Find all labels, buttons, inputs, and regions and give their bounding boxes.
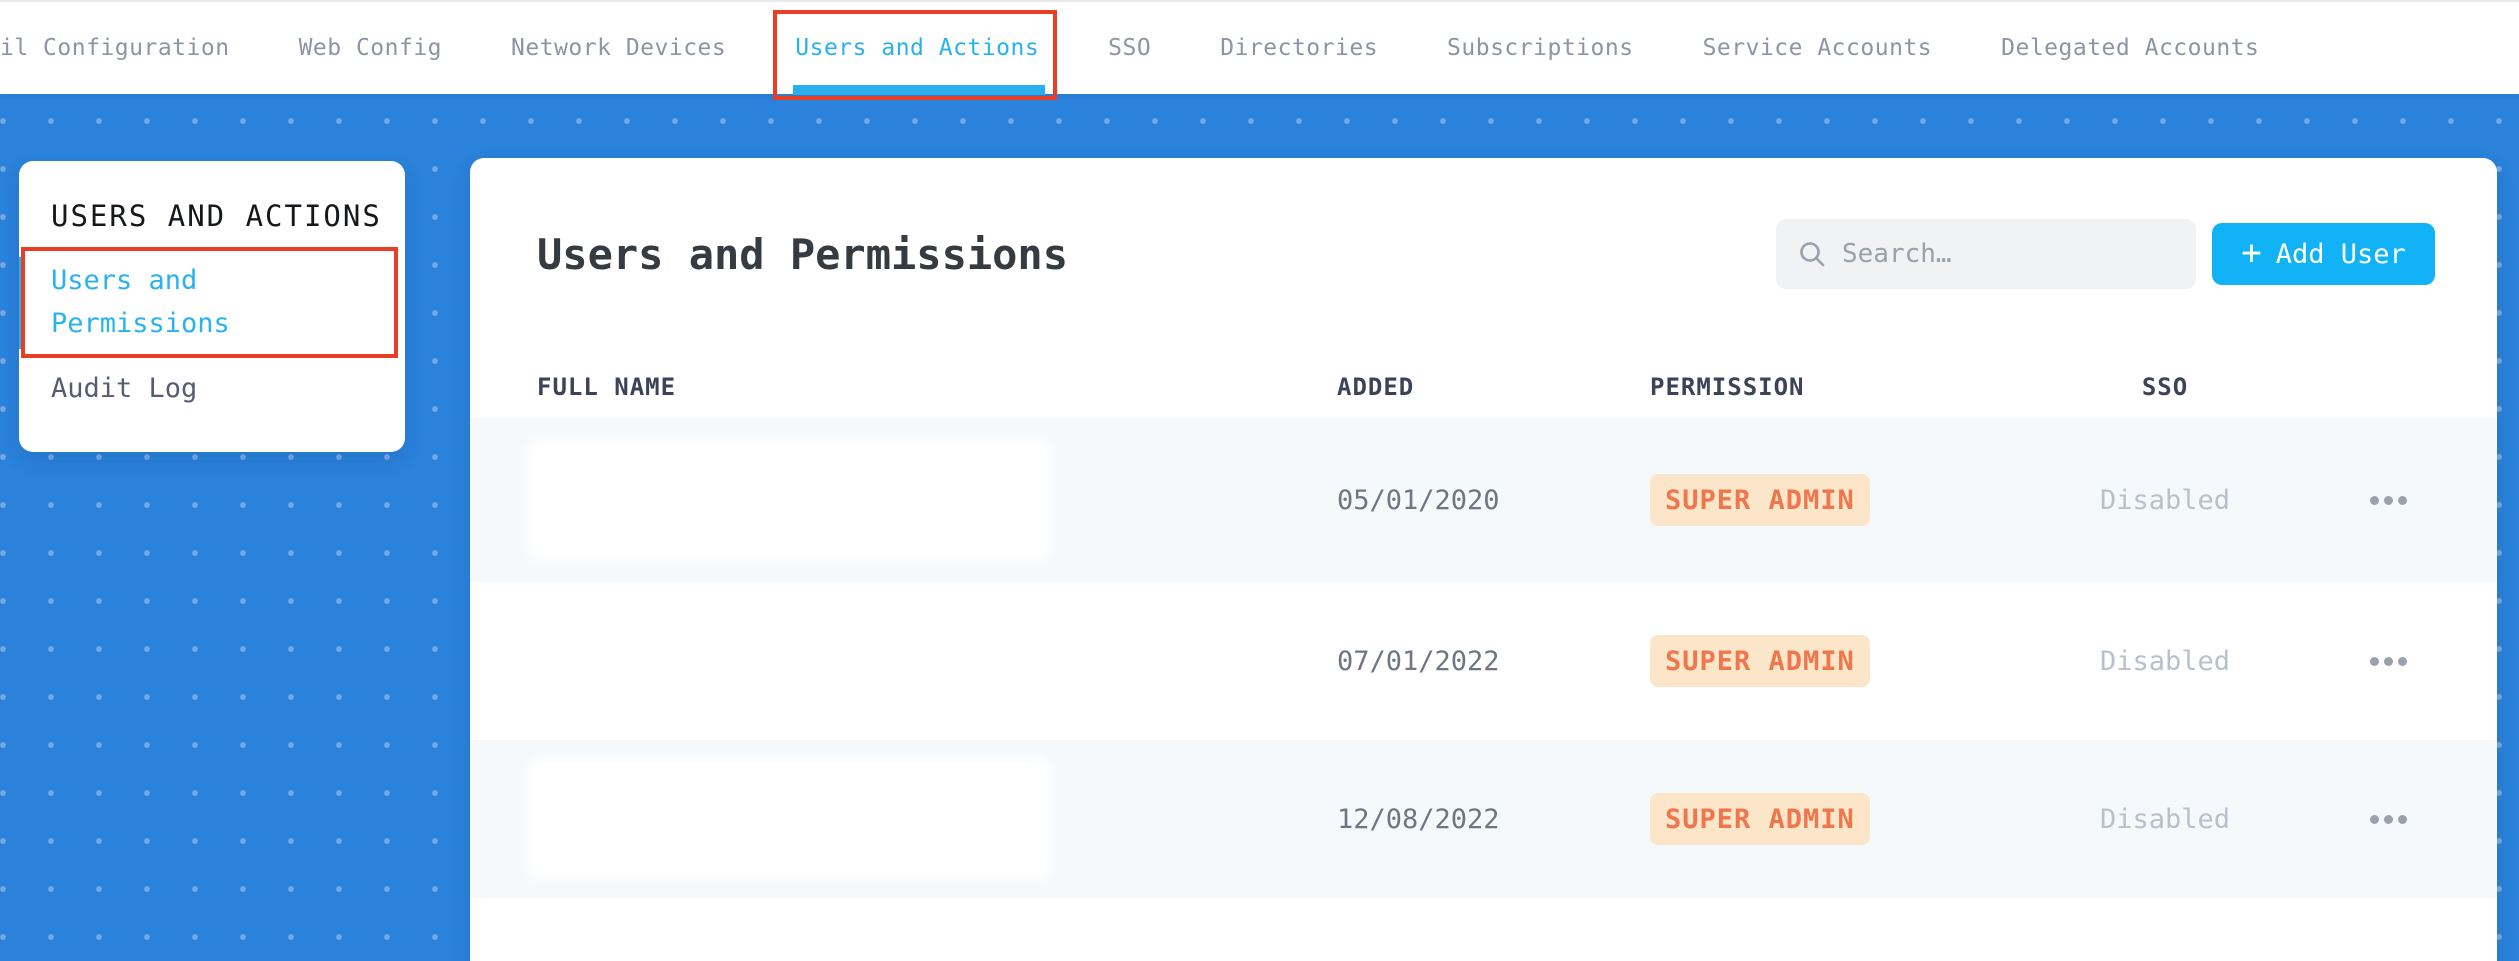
tab-label: Directories (1220, 35, 1379, 61)
added-cell: 05/01/2020 (1337, 484, 1500, 516)
more-options-icon (2398, 656, 2407, 666)
main-header: Users and Permissions + Add User (537, 214, 2435, 294)
permission-badge: SUPER ADMIN (1650, 793, 1870, 845)
added-cell: 12/08/2022 (1337, 803, 1500, 835)
search-icon (1800, 242, 1825, 267)
more-options-icon (2370, 495, 2379, 505)
permission-badge: SUPER ADMIN (1650, 635, 1870, 687)
column-header-added: ADDED (1337, 373, 1415, 401)
tab-label: Web Config (298, 35, 443, 61)
main-panel: Users and Permissions + Add User FULL NA… (470, 158, 2497, 961)
row-menu-button[interactable] (2360, 486, 2417, 515)
table-row[interactable]: 07/01/2022 SUPER ADMIN Disabled (470, 582, 2497, 740)
row-menu-button[interactable] (2360, 647, 2417, 676)
permission-badge: SUPER ADMIN (1650, 474, 1870, 526)
redacted-name (533, 606, 1046, 716)
tab-web-config[interactable]: Web Config (299, 2, 442, 94)
column-header-permission: PERMISSION (1650, 373, 1805, 401)
tab-bar: il Configuration Web Config Network Devi… (0, 2, 2259, 100)
permission-cell: SUPER ADMIN (1650, 793, 2050, 845)
more-options-icon (2370, 814, 2379, 824)
tab-label: Users and Actions (795, 35, 1040, 61)
tab-label: Network Devices (511, 35, 727, 61)
add-user-button[interactable]: + Add User (2212, 223, 2435, 285)
search-box (1776, 219, 2196, 289)
tab-label: il Configuration (0, 35, 230, 61)
table-row[interactable]: 05/01/2020 SUPER ADMIN Disabled (470, 418, 2497, 582)
redacted-name (533, 764, 1046, 874)
sidebar-item-users-and-permissions[interactable]: Users and Permissions (51, 259, 351, 345)
more-options-icon (2370, 656, 2379, 666)
more-options-icon (2384, 656, 2393, 666)
top-nav: il Configuration Web Config Network Devi… (0, 0, 2519, 100)
search-input[interactable] (1842, 239, 2176, 269)
tab-label: Service Accounts (1702, 35, 1933, 61)
tab-label: Delegated Accounts (2001, 35, 2260, 61)
sidebar-title: USERS AND ACTIONS (51, 199, 382, 233)
row-menu-button[interactable] (2360, 805, 2417, 834)
more-options-icon (2398, 814, 2407, 824)
table-header-row: FULL NAME ADDED PERMISSION SSO (470, 356, 2497, 418)
added-cell: 07/01/2022 (1337, 645, 1500, 677)
tab-network-devices[interactable]: Network Devices (511, 2, 726, 94)
permission-cell: SUPER ADMIN (1650, 474, 2050, 526)
tab-il-configuration[interactable]: il Configuration (0, 2, 230, 94)
column-header-full-name: FULL NAME (537, 373, 677, 401)
sidebar: USERS AND ACTIONS Users and Permissions … (19, 161, 405, 452)
partial-next-row (470, 898, 2497, 961)
full-name-cell (533, 764, 1337, 874)
plus-icon: + (2241, 232, 2262, 273)
more-options-icon (2398, 495, 2407, 505)
sso-cell: Disabled (2099, 803, 2231, 835)
sidebar-item-label: Users and Permissions (51, 265, 230, 339)
sso-cell: Disabled (2099, 484, 2231, 516)
tab-users-and-actions[interactable]: Users and Actions (773, 2, 1058, 100)
workspace-background: USERS AND ACTIONS Users and Permissions … (0, 94, 2519, 961)
tab-subscriptions[interactable]: Subscriptions (1447, 2, 1634, 94)
add-user-label: Add User (2275, 238, 2406, 270)
full-name-cell (533, 606, 1337, 716)
redacted-name (533, 445, 1046, 555)
column-header-sso: SSO (2141, 373, 2189, 401)
sso-cell: Disabled (2099, 645, 2231, 677)
tab-label: Subscriptions (1447, 35, 1634, 61)
sidebar-item-label: Audit Log (51, 373, 198, 404)
tab-service-accounts[interactable]: Service Accounts (1703, 2, 1933, 94)
tab-sso[interactable]: SSO (1108, 2, 1151, 94)
active-tab-underline (793, 85, 1046, 95)
full-name-cell (533, 445, 1337, 555)
more-options-icon (2384, 814, 2393, 824)
page-title: Users and Permissions (537, 229, 1069, 279)
tab-delegated-accounts[interactable]: Delegated Accounts (2001, 2, 2259, 94)
more-options-icon (2384, 495, 2393, 505)
table-row[interactable]: 12/08/2022 SUPER ADMIN Disabled (470, 740, 2497, 898)
sidebar-item-audit-log[interactable]: Audit Log (51, 367, 351, 410)
active-item-indicator (19, 257, 24, 349)
tab-label: SSO (1108, 35, 1152, 61)
tab-directories[interactable]: Directories (1220, 2, 1378, 94)
permission-cell: SUPER ADMIN (1650, 635, 2050, 687)
